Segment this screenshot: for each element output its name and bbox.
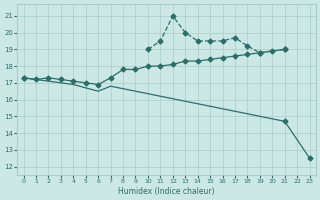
X-axis label: Humidex (Indice chaleur): Humidex (Indice chaleur) xyxy=(118,187,215,196)
